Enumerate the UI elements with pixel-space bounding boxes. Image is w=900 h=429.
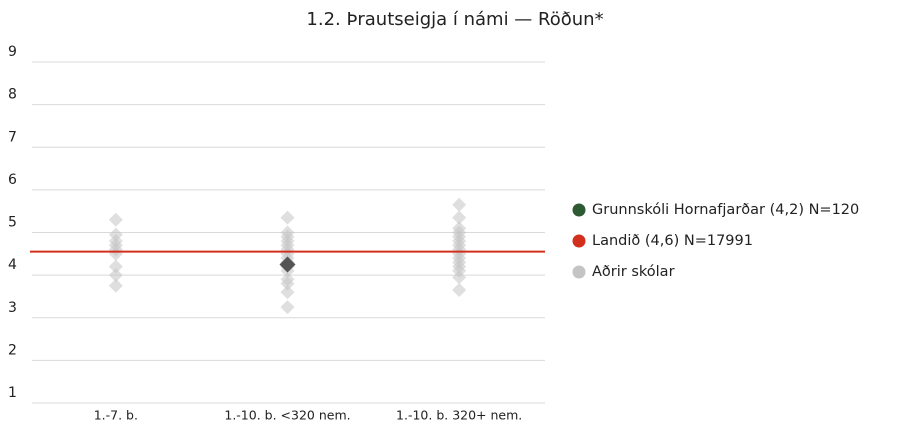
point (108, 278, 123, 293)
legend-marker (572, 203, 586, 217)
y-tick-label: 3 (8, 300, 17, 316)
point (108, 246, 123, 261)
y-tick-label: 7 (8, 129, 17, 145)
point (280, 210, 295, 225)
y-tick-label: 4 (8, 257, 17, 273)
legend-marker (572, 265, 586, 279)
chart-title: 1.2. Þrautseigja í námi — Röðun* (306, 9, 603, 30)
y-tick-label: 2 (8, 342, 17, 358)
x-tick-label: 1.-10. b. <320 nem. (224, 408, 350, 423)
legend-label: Grunnskóli Hornafjarðar (4,2) N=120 (592, 202, 859, 218)
point (280, 300, 295, 315)
legend-marker (572, 234, 586, 248)
y-tick-label: 6 (8, 172, 17, 188)
legend-label: Aðrir skólar (592, 264, 675, 280)
point (452, 283, 467, 298)
point (108, 259, 123, 274)
y-tick-label: 1 (8, 385, 17, 401)
x-tick-label: 1.-7. b. (94, 408, 138, 423)
x-tick-label: 1.-10. b. 320+ nem. (396, 408, 522, 423)
point (108, 212, 123, 227)
y-tick-label: 8 (8, 87, 17, 103)
point (452, 270, 467, 285)
point (280, 276, 295, 291)
y-tick-label: 9 (8, 44, 17, 60)
point (452, 210, 467, 225)
point (108, 268, 123, 283)
point (279, 256, 296, 273)
point (452, 197, 467, 212)
legend-label: Landið (4,6) N=17991 (592, 233, 753, 249)
point (280, 285, 295, 300)
y-tick-label: 5 (8, 215, 17, 231)
